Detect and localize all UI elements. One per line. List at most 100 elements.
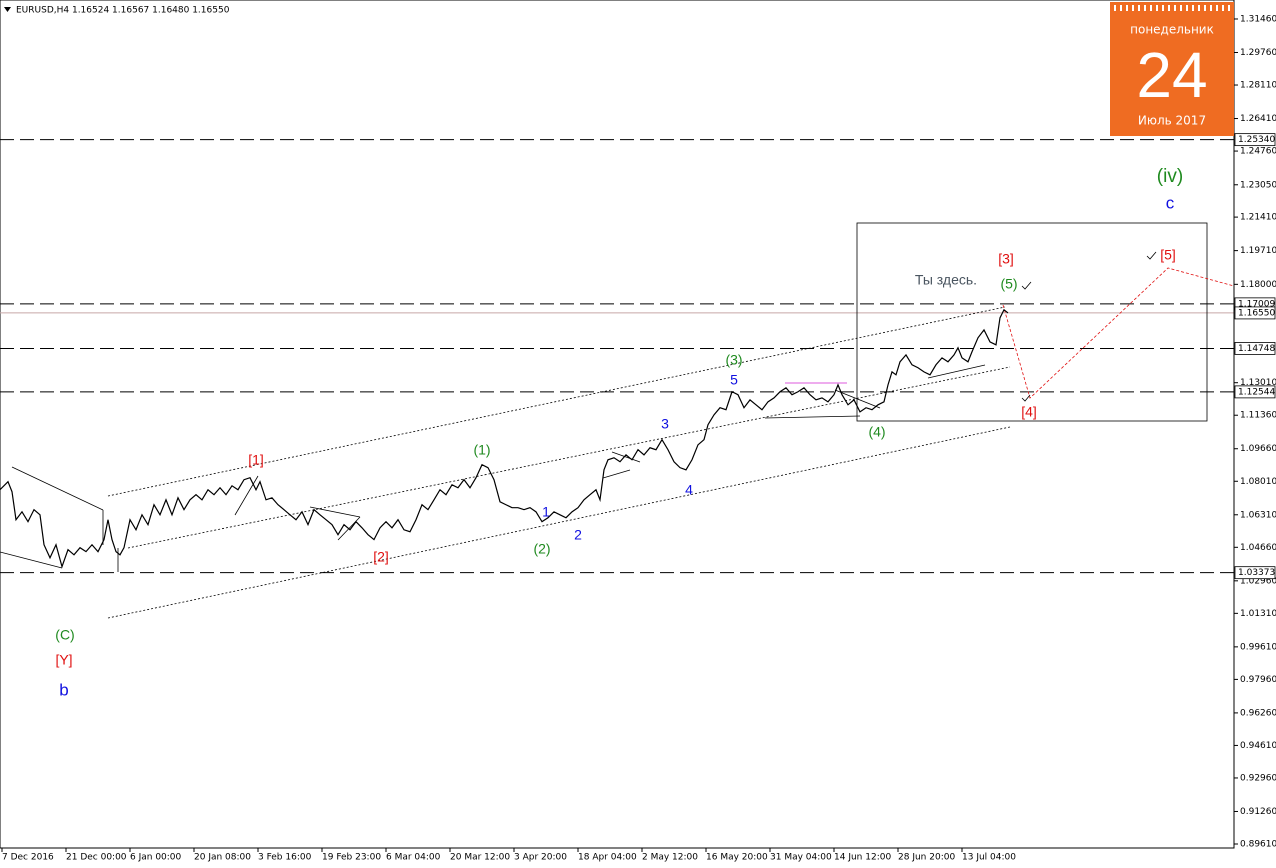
x-tick-label: 21 Dec 00:00 [66, 853, 127, 863]
x-tick-label: 6 Jan 00:00 [130, 853, 182, 863]
x-tick-label: 13 Jul 04:00 [962, 853, 1016, 863]
wave-label: c [1166, 193, 1175, 212]
x-tick-label: 18 Apr 04:00 [578, 853, 637, 863]
x-tick-label: 20 Mar 12:00 [450, 853, 510, 863]
wave-label: (3) [725, 352, 742, 368]
calendar-bg [1110, 2, 1234, 136]
y-tick-label: 1.19710 [1240, 246, 1276, 256]
y-tick-label: 1.31460 [1240, 14, 1276, 24]
y-tick-label: 0.99610 [1240, 642, 1276, 652]
wave-label: (2) [533, 541, 550, 557]
wave-label: b [59, 680, 68, 699]
y-tick-label: 0.92960 [1240, 773, 1276, 783]
y-tick-label: 1.04660 [1240, 543, 1276, 553]
triangle-line [764, 415, 861, 419]
wave-label: (1) [473, 442, 490, 458]
axis-panel [0, 848, 1276, 868]
triangle-line [11, 466, 104, 511]
forecast-path [1002, 267, 1235, 399]
wave-label: 3 [661, 416, 669, 432]
weekday: понедельник [1130, 23, 1214, 37]
wave-label: [Y] [55, 652, 72, 668]
drawings [0, 222, 1235, 619]
triangle-line [834, 389, 881, 409]
wave-label: [4] [1021, 404, 1037, 420]
x-tick-label: 28 Jun 20:00 [898, 853, 955, 863]
wave-label: 2 [574, 527, 582, 543]
level-box [1234, 385, 1276, 399]
level-label: 1.14748 [1238, 344, 1275, 354]
wave-label: 5 [730, 372, 738, 388]
triangle-line [0, 551, 63, 569]
wave-label: [3] [998, 251, 1014, 267]
wave-label: (4) [868, 424, 885, 440]
y-tick-label: 1.24760 [1240, 147, 1276, 157]
level-box [1234, 566, 1276, 580]
triangle-line [611, 451, 641, 463]
y-tick-label: 1.09660 [1240, 444, 1276, 454]
wave-label: 4 [685, 482, 693, 498]
plot-frame [0, 0, 1235, 849]
month-year: Июль 2017 [1138, 114, 1206, 128]
price-line [0, 308, 1009, 569]
calendar-widget: понедельник 24 Июль 2017 [1110, 2, 1234, 136]
y-tick-label: 1.21410 [1240, 213, 1276, 223]
x-tick-label: 20 Jan 08:00 [194, 853, 251, 863]
menu-arrow[interactable] [4, 7, 11, 12]
check-marks [1021, 251, 1157, 402]
y-tick-label: 0.96260 [1240, 708, 1276, 718]
y-tick-label: 0.89610 [1240, 839, 1276, 849]
x-tick-label: 3 Feb 16:00 [258, 853, 312, 863]
y-tick-label: 1.29760 [1240, 48, 1276, 58]
triangle-line [234, 475, 259, 516]
target-box [856, 222, 1208, 422]
day: 24 [1136, 39, 1207, 111]
x-tick-label: 14 Jun 12:00 [834, 853, 891, 863]
triangle-line [602, 469, 631, 479]
triangle-line [309, 506, 361, 518]
y-tick-label: 1.28110 [1240, 81, 1276, 91]
x-tick-label: 2 May 12:00 [642, 853, 698, 863]
wave-label: (iv) [1157, 166, 1183, 187]
you-are-here: Ты здесь. [915, 272, 977, 288]
x-tick-label: 16 May 20:00 [706, 853, 768, 863]
x-tick-label: 7 Dec 2016 [2, 853, 54, 863]
wave-label: [2] [373, 549, 389, 565]
chart-header: EURUSD,H4 1.16524 1.16567 1.16480 1.1655… [16, 6, 230, 16]
y-tick-label: 1.11360 [1240, 411, 1276, 421]
y-tick-label: 1.13010 [1240, 378, 1276, 388]
wave-label: 1 [542, 504, 550, 520]
y-tick-label: 0.94610 [1240, 741, 1276, 751]
level-box [1234, 342, 1276, 355]
level-box [1234, 306, 1276, 320]
y-tick-label: 1.06310 [1240, 510, 1276, 520]
wave-label: (5) [1000, 276, 1017, 292]
y-tick-label: 0.97960 [1240, 675, 1276, 685]
wave-label: [5] [1160, 247, 1176, 263]
y-tick-label: 1.18000 [1240, 280, 1276, 290]
wave-label: [1] [248, 452, 264, 468]
level-box [1234, 133, 1276, 147]
y-tick-label: 1.01310 [1240, 609, 1276, 619]
x-tick-label: 31 May 04:00 [770, 853, 832, 863]
wave-label: (C) [55, 627, 74, 643]
y-tick-label: 1.02960 [1240, 576, 1276, 586]
level-label: 1.03373 [1238, 568, 1275, 578]
level-label: 1.25340 [1238, 135, 1275, 145]
channel-line [107, 426, 1011, 619]
y-tick-label: 1.08010 [1240, 477, 1276, 487]
level-label: 1.16550 [1238, 308, 1275, 318]
y-tick-label: 0.91260 [1240, 807, 1276, 817]
triangle-line [927, 364, 986, 379]
axis-panel [1234, 0, 1276, 868]
x-tick-label: 6 Mar 04:00 [386, 853, 441, 863]
y-tick-label: 1.26410 [1240, 114, 1276, 124]
level-label: 1.17009 [1238, 299, 1275, 309]
level-label: 1.12544 [1238, 387, 1275, 397]
y-tick-label: 1.23050 [1240, 180, 1276, 190]
x-tick-label: 19 Feb 23:00 [322, 853, 381, 863]
x-tick-label: 3 Apr 20:00 [514, 853, 567, 863]
channel-line [107, 306, 1006, 497]
